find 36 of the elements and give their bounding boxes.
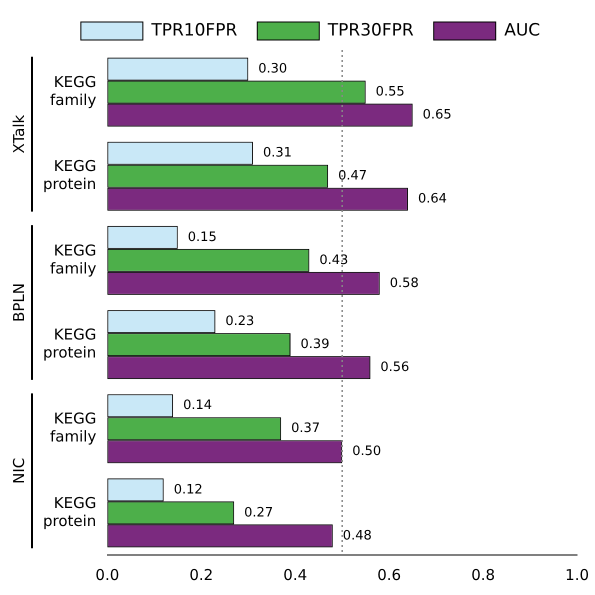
data-label: 0.56: [380, 360, 410, 375]
x-tick-label: 0.0: [95, 566, 120, 584]
x-tick-label: 0.2: [189, 566, 214, 584]
text: BPLN: [10, 283, 28, 322]
text: XTalk: [10, 114, 28, 154]
y-tick-label: KEGG family: [50, 72, 96, 109]
data-label: 0.14: [183, 398, 212, 414]
y-tick-label: KEGG protein: [42, 494, 96, 530]
data-label: 0.55: [376, 84, 405, 100]
y-tick-label: KEGG family: [50, 410, 96, 446]
y-tick-label: KEGG protein: [42, 157, 96, 194]
y-tick-label: KEGG protein: [42, 325, 96, 362]
x-tick-label: 0.4: [283, 566, 308, 584]
data-label: 0.65: [422, 107, 452, 122]
data-label: 0.58: [390, 276, 419, 291]
data-label: 0.12: [174, 482, 203, 498]
text: NIC: [10, 458, 28, 484]
data-label: 0.43: [319, 252, 348, 268]
data-label: 0.39: [300, 336, 330, 352]
data-label: 0.48: [342, 528, 372, 544]
data-label: 0.23: [225, 314, 254, 329]
data-label: 0.37: [291, 421, 320, 436]
data-label: 0.15: [188, 230, 217, 245]
legend-label: TPR10FPR: [150, 20, 238, 40]
data-label: 0.31: [262, 146, 292, 161]
data-label: 0.27: [244, 505, 274, 520]
x-tick-label: 0.6: [377, 566, 402, 584]
legend-label: TPR30FPR: [326, 20, 414, 40]
data-label: 0.30: [258, 61, 288, 76]
legend-label: AUC: [504, 20, 540, 40]
data-label: 0.50: [352, 444, 382, 460]
data-label: 0.47: [338, 168, 368, 184]
x-tick-label: 1.0: [565, 566, 589, 584]
x-tick-label: 0.8: [471, 566, 496, 584]
y-tick-label: KEGG family: [50, 241, 96, 278]
data-label: 0.64: [418, 192, 447, 207]
